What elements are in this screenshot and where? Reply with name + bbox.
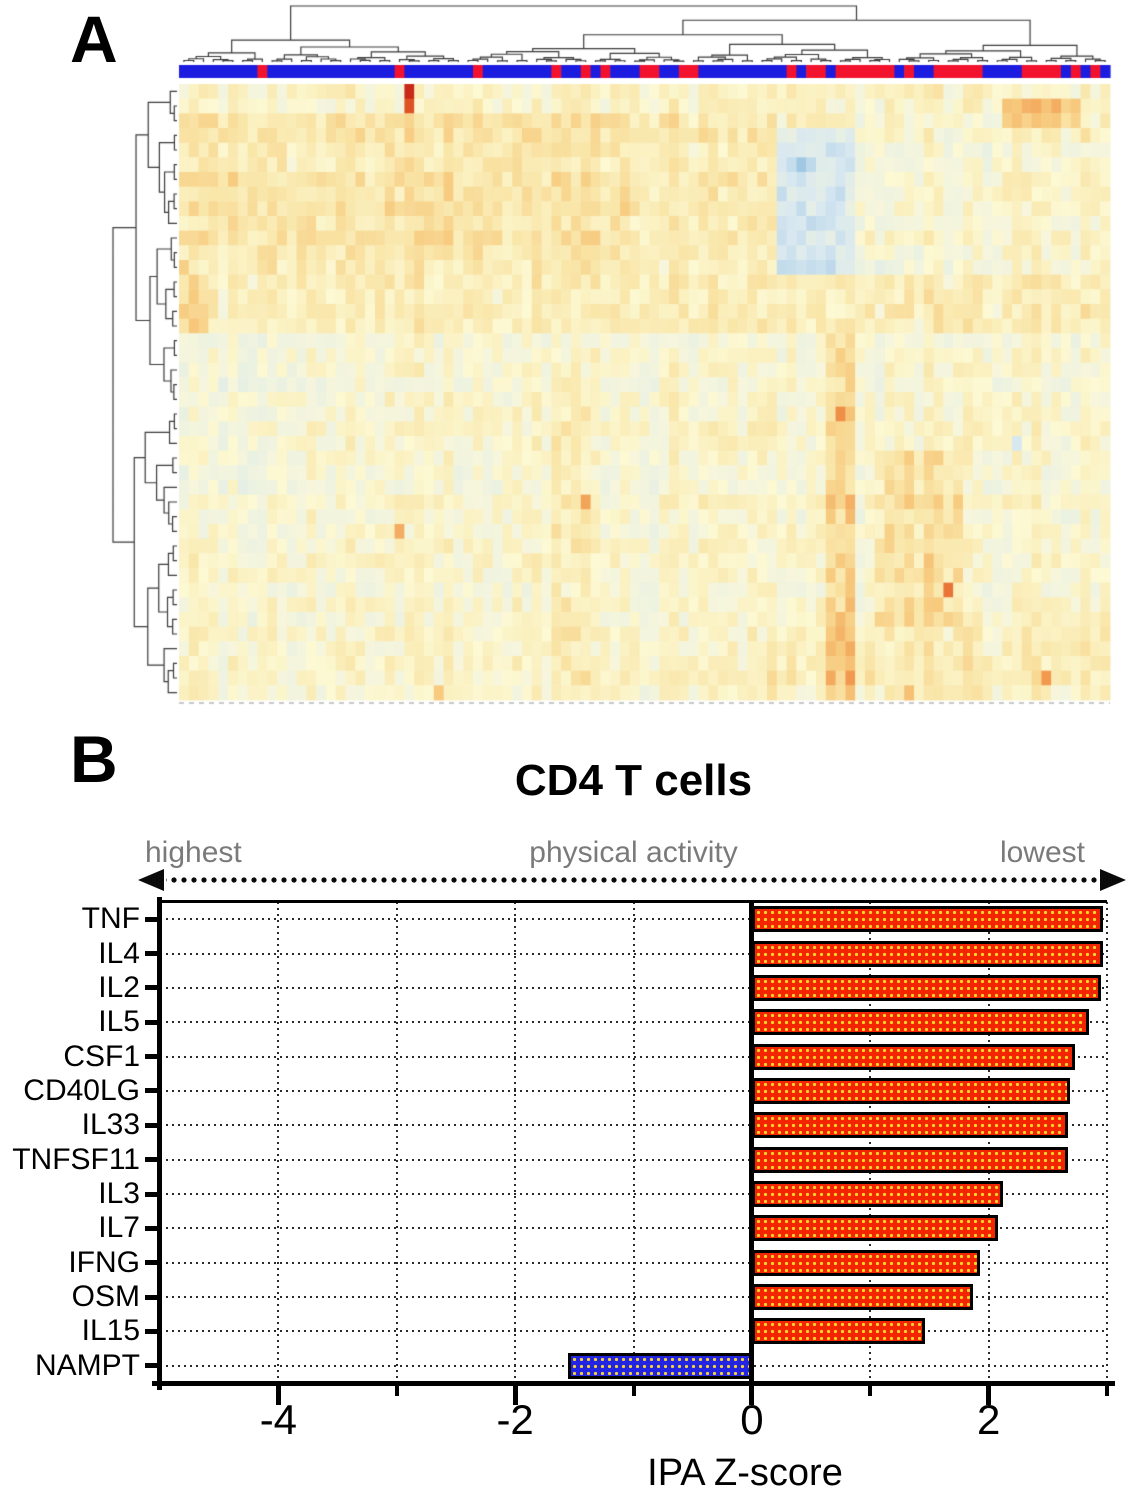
y-axis-tick-TNFSF11: [145, 1157, 159, 1163]
activity-label-highest: highest: [145, 836, 242, 869]
gridline-row-CSF1: [160, 1055, 1107, 1058]
x-minor-tick-3: [1105, 1385, 1109, 1396]
bar-OSM: [751, 1284, 974, 1311]
bar-TNFSF11: [751, 1146, 1068, 1173]
y-axis-tick-IL15: [145, 1328, 159, 1334]
category-label-NAMPT: NAMPT: [35, 1348, 140, 1382]
x-tick-label-0: 0: [740, 1396, 764, 1443]
clustered-heatmap: [0, 0, 1146, 715]
gridline-x--3: [395, 902, 398, 1383]
gridline-x-1: [869, 902, 872, 1383]
bar-IL4: [751, 940, 1104, 967]
gridline-x--4: [277, 902, 280, 1383]
y-axis-tick-IL5: [145, 1019, 159, 1025]
category-label-TNFSF11: TNFSF11: [12, 1142, 140, 1176]
gridline-row-IL33: [160, 1124, 1107, 1127]
gridline-x--1: [632, 902, 635, 1383]
gridline-row-TNF: [160, 918, 1107, 921]
gridline-x-3: [1106, 902, 1108, 1383]
gridline-row-IL3: [160, 1193, 1107, 1196]
bar-NAMPT: [568, 1352, 752, 1379]
category-label-IL7: IL7: [98, 1211, 140, 1245]
gridline-row-CD40LG: [160, 1089, 1107, 1092]
category-label-CSF1: CSF1: [63, 1039, 140, 1073]
gridline-row-IFNG: [160, 1261, 1107, 1264]
bar-IL2: [751, 974, 1102, 1001]
category-label-IL3: IL3: [98, 1177, 140, 1211]
gridline-row-IL5: [160, 1021, 1107, 1024]
activity-label-lowest: lowest: [999, 836, 1085, 869]
category-label-IL5: IL5: [98, 1005, 140, 1039]
category-label-IL2: IL2: [98, 970, 140, 1004]
gridline-row-OSM: [160, 1296, 1107, 1299]
y-axis-tick-IFNG: [145, 1260, 159, 1266]
y-axis-tick-CSF1: [145, 1054, 159, 1060]
x-axis-line: [152, 1381, 1115, 1386]
category-label-IL33: IL33: [81, 1108, 140, 1142]
x-major-tick--2: [512, 1385, 518, 1405]
y-axis-tick-OSM: [145, 1294, 159, 1300]
category-label-IL4: IL4: [98, 936, 140, 970]
gridline-row-IL7: [160, 1227, 1107, 1230]
gridline-row-IL15: [160, 1330, 1107, 1333]
y-axis-tick-TNF: [145, 916, 159, 922]
x-axis-title: IPA Z-score: [647, 1452, 843, 1494]
gridline-x-2: [987, 902, 990, 1383]
arrow-right-head-icon: [1100, 869, 1126, 891]
y-axis-tick-IL3: [145, 1191, 159, 1197]
bar-IL33: [751, 1112, 1068, 1139]
category-label-TNF: TNF: [81, 902, 140, 936]
gridline-row-IL2: [160, 986, 1107, 989]
x-major-tick--4: [275, 1385, 281, 1405]
bar-CD40LG: [751, 1077, 1071, 1104]
x-major-tick-0: [749, 1385, 755, 1405]
category-label-IFNG: IFNG: [68, 1245, 140, 1279]
x-tick-label-2: 2: [976, 1396, 1001, 1443]
bar-TNF: [751, 906, 1104, 933]
gridline-row-IL4: [160, 952, 1107, 955]
y-axis-tick-IL33: [145, 1122, 159, 1128]
panel-a-label: A: [70, 2, 118, 76]
y-axis-tick-CD40LG: [145, 1088, 159, 1094]
y-axis-tick-NAMPT: [145, 1363, 159, 1369]
gridline-x--2: [514, 902, 517, 1383]
bar-IL15: [751, 1318, 925, 1345]
bar-IFNG: [751, 1249, 981, 1276]
x-minor-tick--3: [394, 1385, 399, 1396]
activity-dotted-arrow: [166, 877, 1102, 883]
y-axis-tick-IL2: [145, 985, 159, 991]
y-axis-line: [157, 897, 162, 1390]
bar-IL5: [751, 1009, 1090, 1036]
x-minor-tick-1: [868, 1385, 873, 1396]
category-label-CD40LG: CD40LG: [23, 1073, 140, 1107]
category-label-IL15: IL15: [81, 1314, 140, 1348]
gridline-row-TNFSF11: [160, 1158, 1107, 1161]
bar-IL7: [751, 1215, 999, 1242]
x-minor-tick--1: [631, 1385, 636, 1396]
zero-line: [749, 902, 755, 1383]
bar-CSF1: [751, 1043, 1076, 1070]
plot-top-border: [160, 900, 1107, 903]
panel-b-label: B: [70, 722, 118, 796]
activity-label-physical-activity: physical activity: [529, 836, 738, 869]
y-axis-tick-IL4: [145, 951, 159, 957]
x-major-tick-2: [986, 1385, 992, 1405]
y-axis-tick-IL7: [145, 1225, 159, 1231]
arrow-left-head-icon: [138, 869, 164, 891]
bar-IL3: [751, 1181, 1003, 1208]
chart-title: CD4 T cells: [514, 756, 753, 805]
category-label-OSM: OSM: [71, 1280, 140, 1314]
